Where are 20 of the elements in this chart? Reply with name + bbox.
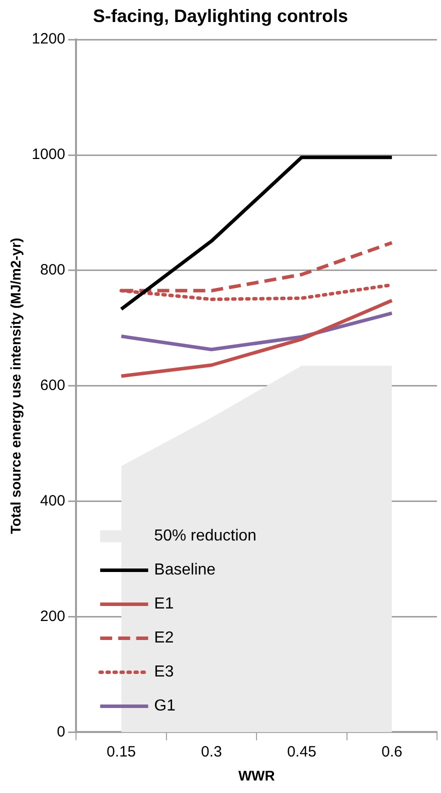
y-tick-label: 200 <box>40 608 66 625</box>
legend-label: 50% reduction <box>154 528 256 545</box>
y-tick-label: 1200 <box>32 30 66 48</box>
x-tick-label: 0.15 <box>106 743 136 760</box>
y-axis-title: Total source energy use intensity (MJ/m2-yr) <box>7 238 24 534</box>
legend-label: G1 <box>154 698 176 715</box>
x-tick-label: 0.3 <box>201 743 222 760</box>
x-tick-label: 0.45 <box>287 743 316 760</box>
legend-label: Baseline <box>154 562 216 579</box>
y-tick-label: 800 <box>40 262 66 279</box>
y-tick-label: 1000 <box>32 146 66 164</box>
y-tick-label: 400 <box>40 492 66 510</box>
x-axis-title: WWR <box>238 767 275 784</box>
chart-title: S-facing, Daylighting controls <box>92 6 348 26</box>
x-tick-label: 0.6 <box>381 743 402 760</box>
y-tick-label: 600 <box>40 377 66 394</box>
legend-label: E1 <box>154 596 174 613</box>
y-tick-label: 0 <box>56 723 66 740</box>
legend-label: E2 <box>154 630 174 647</box>
legend-label: E3 <box>154 664 174 681</box>
